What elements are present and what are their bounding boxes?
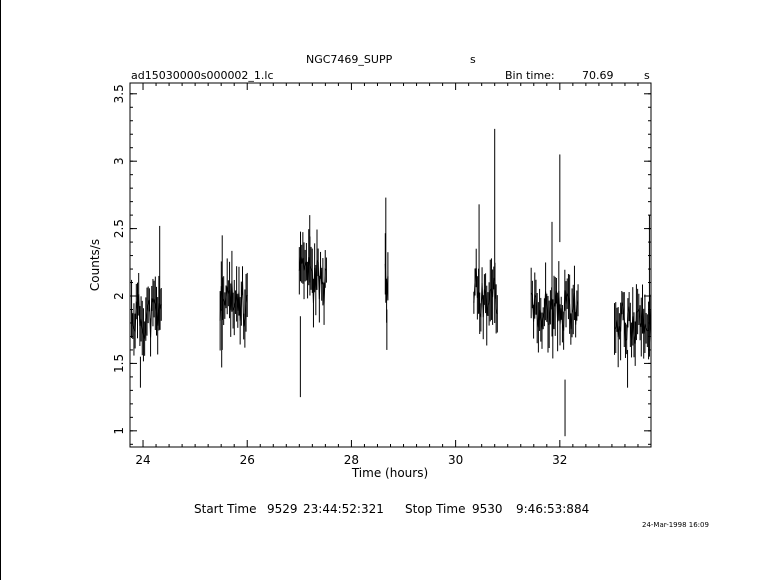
observation-segment <box>384 197 389 350</box>
x-tick-label: 30 <box>448 453 463 467</box>
stop-time-day: 9530 <box>472 502 503 516</box>
start-time-label: Start Time <box>194 502 257 516</box>
y-tick-label: 3.5 <box>112 84 126 103</box>
x-tick-label: 28 <box>344 453 359 467</box>
date-stamp: 24-Mar-1998 16:09 <box>642 521 709 529</box>
bin-time-unit: s <box>644 69 650 82</box>
light-curve-series <box>131 128 652 437</box>
start-time-day: 9529 <box>267 502 298 516</box>
window-left-border <box>0 0 1 580</box>
y-tick-label: 1.5 <box>112 354 126 373</box>
axis-ticks <box>129 83 652 447</box>
observation-segment <box>131 225 162 388</box>
observation-segment <box>298 215 327 398</box>
observation-segment <box>473 128 498 346</box>
start-time-value: 23:44:52:321 <box>303 502 384 516</box>
observation-segment <box>219 235 248 368</box>
bin-time-value: 70.69 <box>582 69 614 82</box>
stop-time-value: 9:46:53:884 <box>516 502 590 516</box>
plot-frame <box>129 82 652 448</box>
y-tick-label: 3 <box>112 157 126 165</box>
stop-time-label: Stop Time <box>405 502 466 516</box>
chart-title: NGC7469_SUPP <box>306 53 393 66</box>
x-tick-label: 32 <box>552 453 567 467</box>
rate-line <box>530 290 579 331</box>
x-tick-labels: 24 26 28 30 32 <box>135 453 567 467</box>
rate-line <box>219 280 248 327</box>
y-tick-labels: 1 1.5 2 2.5 3 3.5 <box>112 84 126 434</box>
rate-line <box>614 302 652 344</box>
y-tick-label: 2 <box>112 292 126 300</box>
y-tick-label: 2.5 <box>112 219 126 238</box>
rate-line <box>298 256 327 304</box>
rate-line <box>131 294 162 339</box>
title-unit: s <box>470 53 476 66</box>
observation-segment <box>614 215 652 388</box>
rate-line <box>473 267 498 318</box>
observation-segment <box>530 154 579 437</box>
y-tick-label: 1 <box>112 427 126 435</box>
x-tick-label: 26 <box>240 453 255 467</box>
bin-time-label: Bin time: <box>505 69 555 82</box>
filename-label: ad15030000s000002_1.lc <box>131 69 274 82</box>
y-axis-label: Counts/s <box>88 239 102 291</box>
x-axis-label: Time (hours) <box>351 466 428 480</box>
x-tick-label: 24 <box>135 453 150 467</box>
